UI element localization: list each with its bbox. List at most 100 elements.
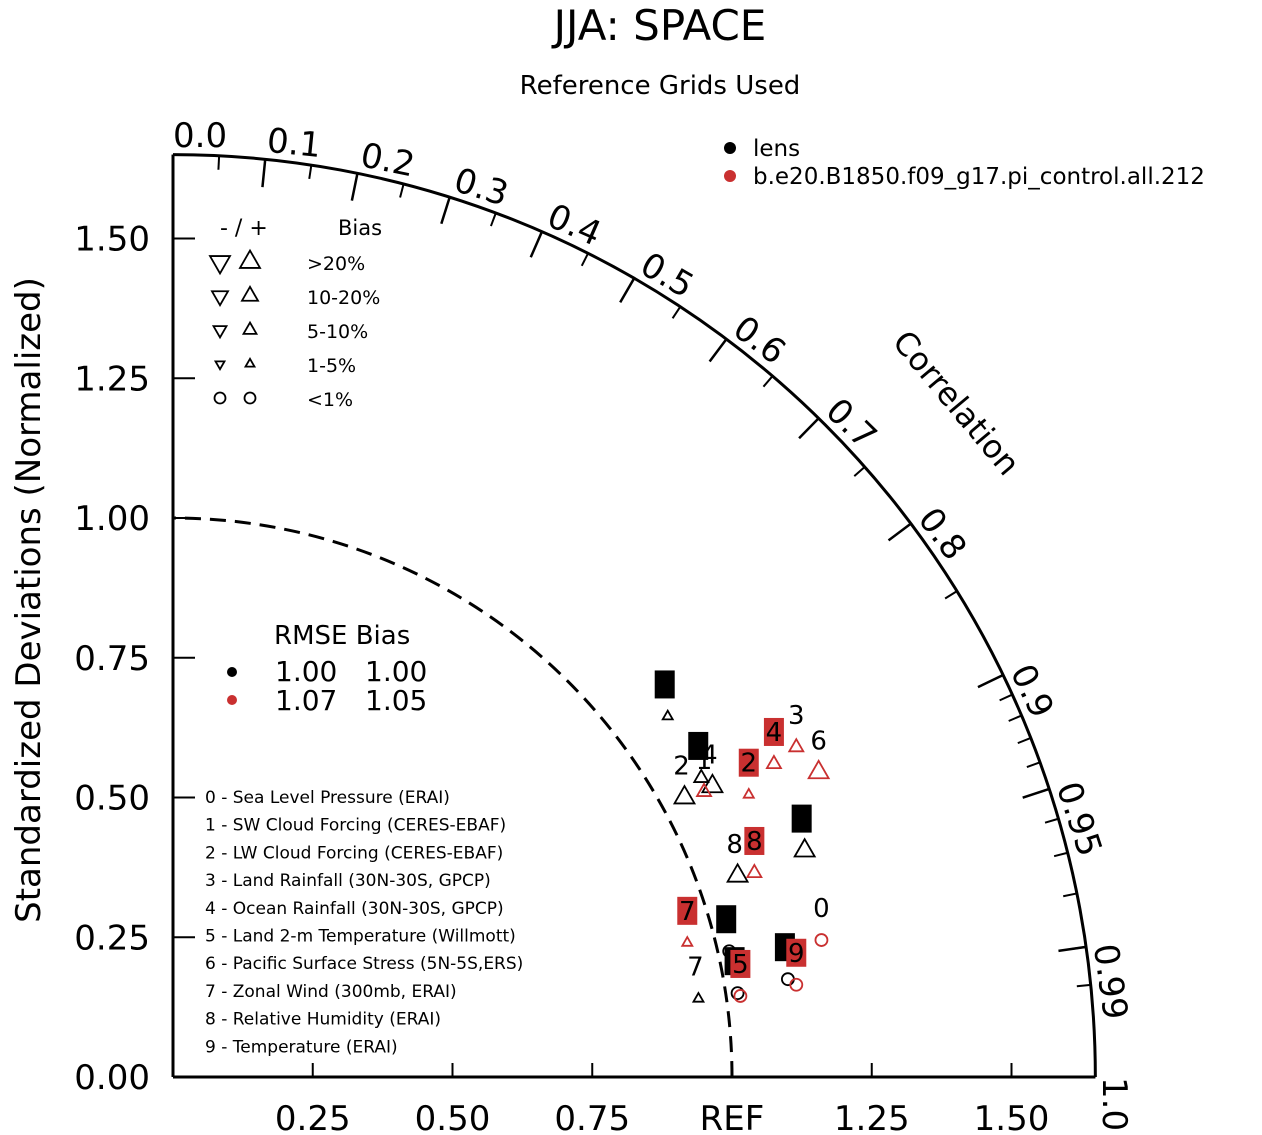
data-point-marker (742, 787, 756, 799)
correlation-tick-label: 0.5 (634, 245, 701, 307)
rmse-legend: RMSE Bias 1.00 1.00 1.07 1.05 (227, 621, 427, 717)
correlation-minor-tick (1017, 737, 1032, 745)
correlation-tick (1058, 945, 1087, 953)
legend-lens-label: lens (753, 136, 800, 162)
correlation-minor-tick (762, 375, 774, 388)
variable-label: 0 - Sea Level Pressure (ERAI) (205, 788, 450, 808)
data-point-label: 8 (726, 830, 743, 860)
data-point-label-box (791, 804, 812, 833)
data-point-label: 5 (732, 950, 749, 980)
correlation-tick-label: 0.0 (173, 116, 227, 156)
chart-title: JJA: SPACE (551, 1, 767, 50)
data-point-label-box (763, 717, 784, 746)
bias-legend-positive-marker (238, 248, 262, 269)
y-tick-label: 0.25 (74, 918, 150, 958)
data-point-marker (692, 768, 710, 783)
rmse-legend-header: RMSE Bias (274, 621, 410, 651)
correlation-minor-tick (1008, 714, 1022, 722)
correlation-tick (798, 417, 820, 440)
bias-legend-positive-marker (240, 285, 260, 302)
variable-label: 7 - Zonal Wind (300mb, ERAI) (205, 982, 457, 1002)
data-point-label-box (716, 905, 737, 934)
bias-legend-positive-marker (243, 391, 257, 405)
bias-legend-positive-marker (241, 320, 259, 335)
bias-legend-negative-marker (211, 325, 229, 340)
bias-lens-value: 1.00 (365, 655, 427, 688)
data-point-label: 3 (656, 670, 673, 700)
correlation-minor-tick (1044, 817, 1059, 824)
correlation-minor-tick (1063, 892, 1078, 898)
variable-label: 3 - Land Rainfall (30N-30S, GPCP) (205, 871, 491, 891)
bias-case-value: 1.05 (365, 684, 427, 717)
data-point-marker (726, 862, 750, 883)
rmse-legend-lens-dot (227, 667, 237, 677)
x-tick-label: 0.75 (554, 1099, 630, 1135)
correlation-tick (440, 196, 451, 225)
legend-case-dot (724, 170, 736, 182)
y-tick-label: 0.00 (74, 1058, 150, 1098)
x-tick-label: 1.25 (834, 1099, 910, 1135)
chart-subtitle: Reference Grids Used (520, 71, 801, 101)
bias-legend-row-label: 10-20% (307, 287, 380, 309)
rmse-case-value: 1.07 (275, 684, 337, 717)
correlation-minor-tick (399, 183, 405, 198)
correlation-tick-label: 0.8 (910, 500, 974, 567)
data-point-label-box (730, 949, 751, 978)
legend-lens-dot (724, 142, 736, 154)
data-point-label: 3 (788, 701, 805, 731)
correlation-tick (1022, 787, 1050, 799)
correlation-tick-label: 0.6 (726, 308, 793, 372)
correlation-tick-label: 0.1 (265, 121, 323, 166)
correlation-tick-label: 0.2 (357, 135, 418, 185)
data-point-label: 0 (718, 905, 735, 935)
data-point-label-box (677, 896, 698, 925)
x-tick-label: 1.50 (974, 1099, 1050, 1135)
y-tick-label: 0.50 (74, 779, 150, 819)
y-tick-label: 1.25 (74, 359, 150, 399)
variable-label: 8 - Relative Humidity (ERAI) (205, 1010, 441, 1030)
data-point-label-box (654, 670, 675, 699)
data-point-label: 0 (813, 894, 830, 924)
data-point-label-box (744, 826, 765, 855)
correlation-minor-tick (944, 590, 958, 600)
data-point-marker (730, 986, 745, 1001)
correlation-tick (977, 673, 1004, 689)
correlation-tick (529, 231, 544, 258)
data-point-marker (672, 784, 697, 805)
rmse-lens-value: 1.00 (275, 655, 337, 688)
data-point-marker (807, 759, 831, 780)
correlation-minor-tick (580, 252, 589, 267)
bias-legend-row-label: 5-10% (307, 321, 368, 343)
correlation-tick-label: 0.3 (449, 160, 513, 214)
bias-legend-row-label: <1% (307, 389, 353, 411)
variable-label: 9 - Temperature (ERAI) (205, 1037, 398, 1057)
correlation-tick-label: 1.0 (1094, 1077, 1134, 1131)
data-point-label: 2 (673, 752, 690, 782)
correlation-tick (261, 159, 267, 188)
x-tick-label: 0.25 (275, 1099, 351, 1135)
data-point-marker (700, 773, 724, 794)
bias-legend-sign: - / + (220, 216, 268, 241)
bias-legend-header: Bias (338, 216, 382, 240)
data-point-marker (695, 782, 713, 797)
variable-label: 6 - Pacific Surface Stress (5N-5S,ERS) (205, 954, 523, 974)
data-points: 01234567890123456789 (654, 670, 831, 1003)
data-point-label-box (688, 731, 709, 760)
correlation-minor-tick (1053, 851, 1068, 858)
data-point-label-box (738, 748, 759, 777)
data-point-label: 1 (696, 746, 713, 776)
series-legend: lens b.e20.B1850.f09_g17.pi_control.all.… (724, 136, 1205, 190)
data-point-marker (733, 989, 748, 1003)
data-point-label: 7 (687, 953, 704, 983)
bias-legend-negative-marker (208, 255, 232, 276)
outer-arc (172, 153, 1097, 1078)
y-tick-label: 1.50 (74, 220, 150, 260)
correlation-tick (350, 173, 359, 201)
variable-label: 2 - LW Cloud Forcing (CERES-EBAF) (205, 843, 503, 863)
data-point-marker (781, 972, 795, 987)
data-point-label: 4 (701, 740, 718, 770)
data-point-label: 7 (679, 897, 696, 927)
data-point-marker (789, 977, 804, 992)
y-tick-label: 0.75 (74, 639, 150, 679)
data-point-marker (745, 863, 763, 879)
